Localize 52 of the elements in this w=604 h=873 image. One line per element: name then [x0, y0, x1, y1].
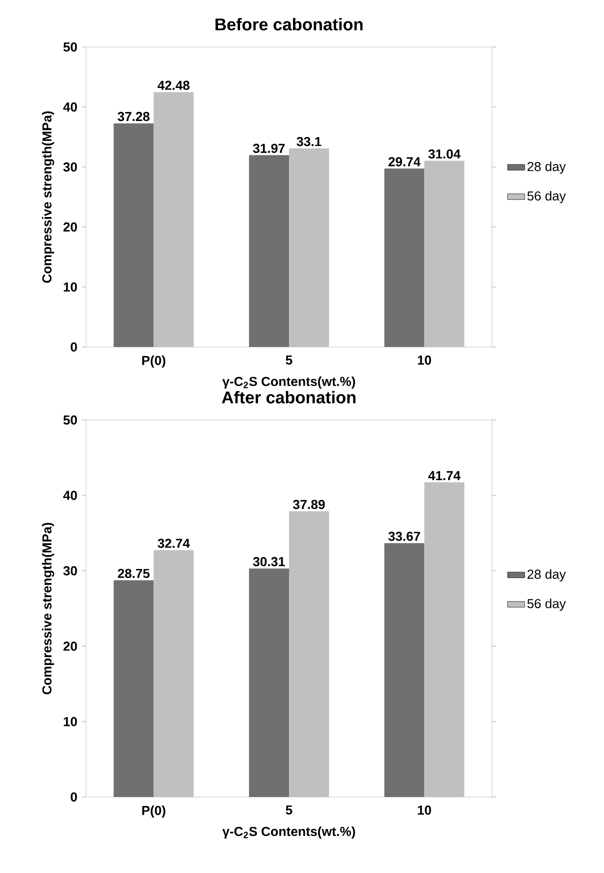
y-tick-label: 10: [64, 716, 77, 726]
y-tick-label: 30: [63, 566, 77, 576]
bar: [154, 92, 194, 347]
data-label: 33.67: [388, 532, 420, 541]
bar: [154, 550, 194, 797]
bar: [289, 148, 329, 347]
bar: [114, 123, 154, 347]
bar: [384, 543, 424, 797]
y-tick-label: 50: [63, 415, 77, 425]
bar: [249, 568, 289, 797]
legend-label: 28 day: [528, 569, 566, 582]
y-tick-label: 0: [70, 342, 77, 352]
x-tick-label: 5: [286, 806, 292, 815]
y-tick-label: 20: [63, 642, 77, 651]
data-label: 37.28: [118, 112, 150, 122]
y-tick-label: 0: [70, 792, 77, 802]
data-label: 33.1: [296, 136, 322, 146]
legend-label: 28 day: [528, 162, 566, 174]
y-axis-title: Compressive strength(MPa): [42, 522, 54, 694]
x-tick-label: P(0): [142, 806, 166, 818]
x-tick-label: 10: [418, 806, 432, 815]
legend-label: 56 day: [527, 598, 566, 611]
chart-title: Before cabonation: [216, 18, 363, 30]
y-tick-label: 30: [63, 162, 77, 172]
y-tick-label: 40: [63, 102, 77, 112]
bar: [249, 155, 289, 347]
y-axis-title: Compressive strength(MPa): [42, 111, 54, 283]
bar: [114, 580, 154, 797]
data-label: 28.75: [118, 568, 150, 578]
data-label: 30.31: [253, 557, 285, 566]
x-axis-title: γ-C$_{2}$S Contents(wt.%): [222, 376, 356, 389]
y-tick-label: 50: [63, 42, 77, 52]
x-tick-label: 5: [286, 356, 292, 365]
x-axis-title: γ-C$_{2}$S Contents(wt.%): [222, 826, 356, 839]
legend-label: 56 day: [527, 190, 566, 204]
bar: [384, 168, 424, 347]
chart-title: After cabonation: [222, 390, 356, 404]
bar: [424, 482, 464, 797]
bar: [289, 511, 329, 797]
data-label: 29.74: [388, 157, 421, 166]
x-tick-label: P(0): [142, 356, 166, 368]
data-label: 41.74: [428, 471, 461, 480]
data-label: 37.89: [293, 500, 325, 510]
data-label: 32.74: [158, 538, 190, 548]
x-tick-label: 10: [418, 356, 432, 365]
y-tick-label: 20: [63, 222, 77, 232]
bar: [424, 160, 464, 347]
y-tick-label: 10: [64, 282, 77, 292]
data-label: 42.48: [158, 80, 190, 90]
data-label: 31.04: [428, 149, 461, 159]
data-label: 31.97: [253, 144, 285, 153]
y-tick-label: 40: [63, 490, 77, 500]
